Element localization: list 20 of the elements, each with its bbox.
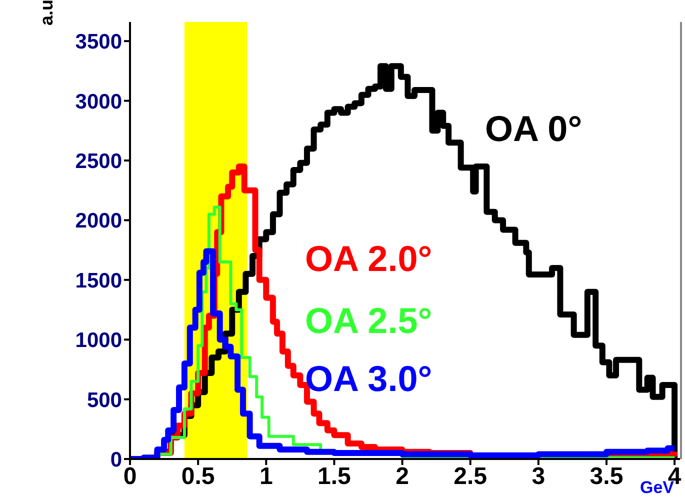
x-tick-label: 2.5 — [454, 463, 488, 490]
y-tick-label: 3000 — [75, 90, 122, 114]
y-tick-label: 500 — [86, 388, 122, 412]
series-label: OA 2.0° — [305, 238, 432, 280]
y-tick-label: 1500 — [75, 269, 122, 292]
y-tick-label: 1000 — [75, 329, 122, 352]
y-tick-label: 3500 — [75, 30, 122, 54]
series-label: OA 0° — [485, 108, 582, 150]
x-tick-label: 2 — [396, 463, 409, 490]
y-axis-title: a.u — [36, 0, 58, 26]
y-tick-label: 2500 — [75, 150, 122, 173]
y-tick-label: 0 — [110, 448, 122, 472]
x-tick-label: 1.5 — [318, 463, 351, 490]
x-tick-label: 0.5 — [181, 463, 215, 490]
x-tick-label: 3 — [532, 463, 546, 490]
series-label: OA 2.5° — [305, 300, 432, 342]
x-tick-label: 3.5 — [590, 463, 624, 490]
series-label: OA 3.0° — [305, 358, 432, 400]
y-tick-label: 2000 — [75, 210, 122, 233]
x-tick-label: 1 — [259, 463, 273, 490]
